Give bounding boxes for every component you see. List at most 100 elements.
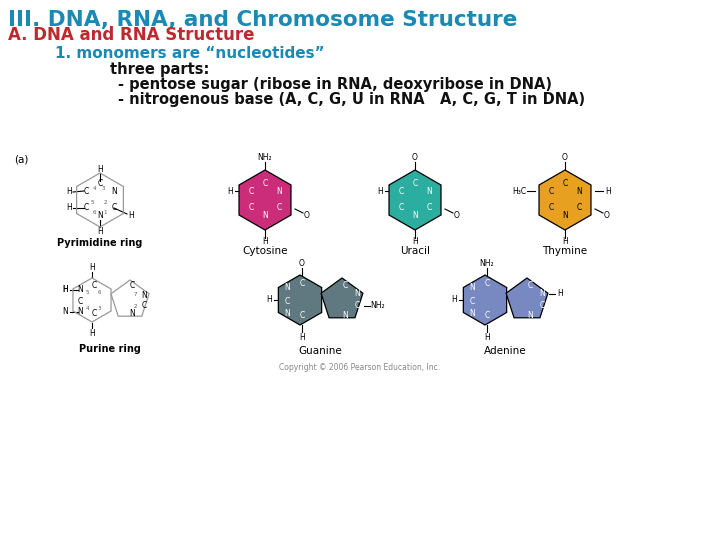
- Text: C: C: [141, 300, 147, 309]
- Text: C: C: [549, 204, 554, 213]
- Text: N: N: [562, 212, 568, 220]
- Text: C: C: [354, 301, 359, 310]
- Text: H: H: [562, 238, 568, 246]
- Text: 7: 7: [133, 292, 137, 296]
- Text: C: C: [97, 179, 103, 188]
- Text: 5: 5: [85, 289, 89, 294]
- Text: C: C: [262, 179, 268, 188]
- Text: C: C: [248, 187, 253, 197]
- Text: N: N: [426, 187, 432, 197]
- Text: C: C: [398, 187, 404, 197]
- Text: 2: 2: [103, 199, 107, 205]
- Text: O: O: [304, 211, 310, 219]
- Text: 3: 3: [97, 306, 101, 310]
- Text: C: C: [426, 204, 431, 213]
- Text: N: N: [62, 307, 68, 316]
- Text: C: C: [248, 204, 253, 213]
- Text: C: C: [398, 204, 404, 213]
- Text: 6: 6: [97, 289, 101, 294]
- Text: H: H: [89, 328, 95, 338]
- Text: C: C: [485, 280, 490, 288]
- Text: C: C: [112, 204, 117, 213]
- Text: C: C: [343, 280, 348, 289]
- Text: C: C: [84, 204, 89, 213]
- Text: 3: 3: [102, 186, 104, 191]
- Text: Uracil: Uracil: [400, 246, 430, 256]
- Text: N: N: [77, 286, 83, 294]
- Text: NH₂: NH₂: [258, 152, 272, 161]
- Polygon shape: [389, 170, 441, 230]
- Text: C: C: [485, 312, 490, 321]
- Text: 4: 4: [85, 306, 89, 310]
- Text: A. DNA and RNA Structure: A. DNA and RNA Structure: [8, 26, 254, 44]
- Text: N: N: [342, 310, 348, 320]
- Text: N: N: [354, 289, 360, 299]
- Polygon shape: [539, 170, 591, 230]
- Text: N: N: [284, 282, 290, 292]
- Text: O: O: [299, 259, 305, 267]
- Text: C: C: [130, 281, 135, 291]
- Polygon shape: [506, 278, 548, 318]
- Text: III. DNA, RNA, and Chromosome Structure: III. DNA, RNA, and Chromosome Structure: [8, 10, 518, 30]
- Text: N: N: [412, 212, 418, 220]
- Text: H: H: [266, 295, 272, 305]
- Text: Adenine: Adenine: [484, 346, 526, 356]
- Text: C: C: [91, 281, 96, 291]
- Text: H: H: [557, 289, 563, 299]
- Text: O: O: [454, 211, 460, 219]
- Text: C: C: [539, 301, 544, 310]
- Text: Copyright © 2006 Pearson Education, Inc.: Copyright © 2006 Pearson Education, Inc.: [279, 363, 441, 372]
- Text: H: H: [89, 262, 95, 272]
- Text: H: H: [62, 286, 68, 294]
- Text: H: H: [97, 226, 103, 235]
- Text: 1. monomers are “nucleotides”: 1. monomers are “nucleotides”: [55, 46, 325, 61]
- Text: H: H: [605, 186, 611, 195]
- Text: Pyrimidine ring: Pyrimidine ring: [58, 238, 143, 248]
- Text: C: C: [413, 179, 418, 188]
- Text: N: N: [539, 289, 545, 299]
- Text: H: H: [66, 187, 72, 197]
- Text: N: N: [141, 291, 147, 300]
- Text: N: N: [77, 307, 83, 316]
- Text: N: N: [262, 212, 268, 220]
- Text: N: N: [129, 309, 135, 319]
- Text: H: H: [451, 295, 457, 305]
- Text: C: C: [284, 296, 289, 306]
- Text: N: N: [527, 310, 533, 320]
- Text: H₃C: H₃C: [512, 186, 526, 195]
- Text: 1: 1: [103, 210, 107, 214]
- Text: C: C: [562, 179, 567, 188]
- Text: H: H: [128, 212, 134, 220]
- Text: 5: 5: [90, 199, 94, 205]
- Text: O: O: [562, 152, 568, 161]
- Text: Purine ring: Purine ring: [79, 344, 141, 354]
- Text: 6: 6: [92, 210, 96, 214]
- Text: Cytosine: Cytosine: [242, 246, 288, 256]
- Text: three parts:: three parts:: [110, 62, 210, 77]
- Text: C: C: [91, 309, 96, 319]
- Text: C: C: [276, 204, 282, 213]
- Text: O: O: [604, 211, 610, 219]
- Polygon shape: [321, 278, 363, 318]
- Text: H: H: [299, 333, 305, 341]
- Polygon shape: [279, 275, 322, 325]
- Text: C: C: [577, 204, 582, 213]
- Text: H: H: [484, 333, 490, 341]
- Text: N: N: [276, 187, 282, 197]
- Text: N: N: [469, 308, 475, 318]
- Text: C: C: [77, 298, 83, 307]
- Text: O: O: [412, 152, 418, 161]
- Text: H: H: [66, 204, 72, 213]
- Text: NH₂: NH₂: [480, 259, 495, 267]
- Text: H: H: [227, 186, 233, 195]
- Text: C: C: [300, 312, 305, 321]
- Text: N: N: [576, 187, 582, 197]
- Text: (a): (a): [14, 155, 28, 165]
- Text: H: H: [62, 286, 68, 294]
- Text: H: H: [377, 186, 383, 195]
- Text: Thymine: Thymine: [542, 246, 588, 256]
- Text: H: H: [262, 238, 268, 246]
- Text: - nitrogenous base (A, C, G, U in RNA   A, C, G, T in DNA): - nitrogenous base (A, C, G, U in RNA A,…: [118, 92, 585, 107]
- Text: C: C: [84, 187, 89, 197]
- Text: Guanine: Guanine: [298, 346, 342, 356]
